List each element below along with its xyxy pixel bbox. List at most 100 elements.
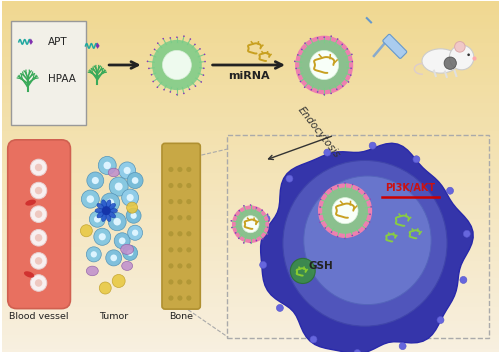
Circle shape: [106, 250, 122, 266]
Circle shape: [178, 279, 182, 285]
Circle shape: [346, 48, 348, 50]
Ellipse shape: [108, 212, 116, 218]
Polygon shape: [29, 38, 33, 45]
Circle shape: [304, 176, 431, 305]
Circle shape: [30, 159, 47, 176]
Bar: [2, 43, 500, 46]
Circle shape: [243, 205, 244, 207]
Circle shape: [186, 167, 192, 172]
Circle shape: [114, 218, 121, 226]
Circle shape: [318, 214, 320, 215]
Bar: [2, 338, 500, 342]
Circle shape: [186, 183, 192, 188]
Bar: [2, 88, 500, 92]
Circle shape: [168, 167, 173, 172]
Circle shape: [319, 221, 320, 223]
Circle shape: [318, 184, 372, 237]
FancyBboxPatch shape: [162, 143, 200, 309]
Circle shape: [146, 61, 148, 62]
Circle shape: [178, 199, 182, 204]
Bar: [2, 99, 500, 103]
Bar: [2, 243, 500, 247]
Circle shape: [324, 149, 331, 156]
Circle shape: [35, 187, 42, 195]
Circle shape: [352, 184, 354, 185]
Bar: [2, 222, 500, 226]
Circle shape: [352, 235, 353, 236]
Bar: [2, 348, 500, 352]
Circle shape: [157, 42, 158, 44]
Circle shape: [250, 242, 252, 244]
Circle shape: [235, 232, 236, 234]
FancyBboxPatch shape: [10, 21, 86, 125]
Circle shape: [86, 195, 94, 203]
Circle shape: [369, 142, 376, 149]
Circle shape: [342, 85, 344, 87]
Circle shape: [170, 91, 171, 93]
Circle shape: [236, 209, 266, 239]
Circle shape: [154, 49, 156, 50]
Bar: [2, 14, 500, 18]
Ellipse shape: [97, 203, 104, 210]
Circle shape: [344, 182, 346, 184]
Circle shape: [365, 228, 366, 229]
Bar: [2, 180, 500, 184]
Circle shape: [152, 81, 154, 82]
Circle shape: [336, 89, 338, 90]
Circle shape: [256, 207, 257, 209]
Circle shape: [170, 37, 171, 39]
Circle shape: [30, 206, 47, 222]
Circle shape: [444, 57, 456, 70]
Circle shape: [298, 74, 300, 76]
Circle shape: [30, 182, 47, 199]
Bar: [2, 317, 500, 321]
Circle shape: [337, 38, 338, 40]
Bar: [2, 226, 500, 229]
Bar: [2, 36, 500, 40]
Bar: [2, 321, 500, 324]
Circle shape: [94, 228, 110, 245]
Circle shape: [262, 238, 264, 240]
Circle shape: [354, 349, 361, 353]
Circle shape: [344, 238, 346, 239]
Bar: [2, 183, 500, 187]
Circle shape: [30, 275, 47, 291]
Circle shape: [190, 38, 191, 40]
Bar: [2, 152, 500, 155]
Bar: [2, 131, 500, 134]
Circle shape: [337, 185, 338, 187]
Bar: [2, 219, 500, 222]
Bar: [2, 0, 500, 4]
Bar: [2, 194, 500, 198]
Circle shape: [364, 193, 366, 194]
Circle shape: [296, 36, 352, 94]
Circle shape: [126, 208, 141, 223]
Circle shape: [100, 282, 111, 294]
Circle shape: [369, 221, 370, 223]
Bar: [2, 176, 500, 180]
Circle shape: [86, 247, 102, 262]
Bar: [2, 341, 500, 345]
Circle shape: [186, 263, 192, 269]
Ellipse shape: [102, 200, 106, 208]
Circle shape: [168, 199, 173, 204]
Circle shape: [186, 215, 192, 220]
Circle shape: [104, 162, 111, 169]
Ellipse shape: [26, 199, 36, 206]
Circle shape: [324, 94, 325, 95]
Circle shape: [178, 183, 182, 188]
Circle shape: [204, 61, 206, 62]
Circle shape: [128, 225, 142, 240]
Bar: [2, 201, 500, 205]
Circle shape: [399, 343, 406, 349]
Circle shape: [130, 213, 137, 219]
Circle shape: [238, 238, 240, 239]
Bar: [2, 7, 500, 11]
Bar: [2, 78, 500, 82]
Circle shape: [231, 227, 232, 228]
Bar: [2, 32, 500, 36]
Circle shape: [124, 167, 130, 174]
Circle shape: [132, 177, 138, 184]
Circle shape: [98, 156, 116, 174]
Bar: [2, 141, 500, 145]
